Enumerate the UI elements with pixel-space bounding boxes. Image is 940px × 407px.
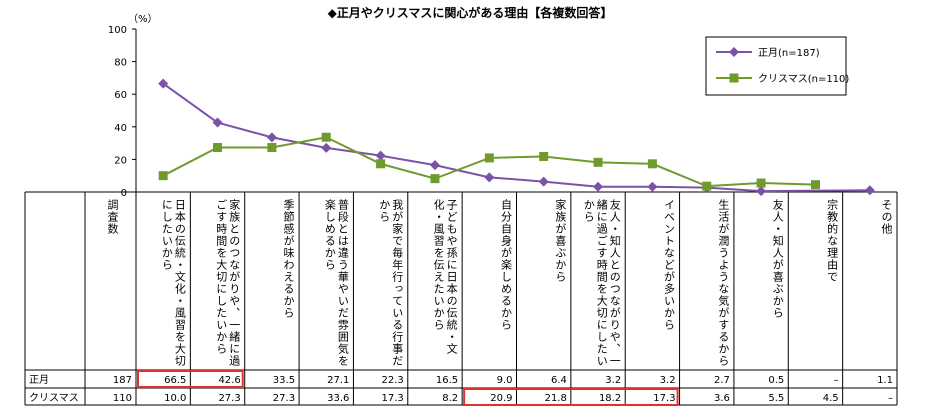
data-point <box>375 150 386 161</box>
data-point <box>702 181 712 191</box>
table-cell-value: 10.0 <box>164 393 186 404</box>
data-point <box>593 181 604 192</box>
data-point <box>267 143 277 153</box>
table-cell-value: 21.8 <box>545 393 567 404</box>
table-cell-value: – <box>834 375 839 386</box>
table-cell-value: 33.5 <box>273 375 295 386</box>
category-label: 子どもや孫に日本の伝統・文化・風習を伝えたいから <box>432 199 459 355</box>
highlight-box <box>137 370 244 388</box>
data-point <box>647 159 657 169</box>
data-point <box>158 78 169 89</box>
chart-title: ◆正月やクリスマスに関心がある理由【各複数回答】 <box>328 5 613 20</box>
data-point <box>429 160 440 171</box>
y-tick-label: 20 <box>114 155 127 166</box>
data-point <box>756 178 766 188</box>
table-cell-value: 17.3 <box>653 393 675 404</box>
table-cell-value: 42.6 <box>218 375 240 386</box>
category-label: 友人・知人とのつながりや、一緒に過ごす時間を大切にしたいから <box>582 199 622 367</box>
data-point <box>756 186 767 197</box>
data-point <box>212 117 223 128</box>
y-tick-label: 0 <box>121 188 127 199</box>
table-cell-value: 3.2 <box>605 375 621 386</box>
table-cell-value: 3.2 <box>660 375 676 386</box>
legend-label: クリスマス(n=110) <box>758 73 849 85</box>
category-label: 生活が潤うような気がするから <box>716 199 730 367</box>
data-point <box>321 132 331 142</box>
table-row-label: 正月 <box>29 374 49 386</box>
table-row-label: クリスマス <box>29 392 79 404</box>
table-cell-value: 27.1 <box>327 375 349 386</box>
data-point <box>593 157 603 167</box>
table-n-value: 110 <box>113 393 132 404</box>
data-point <box>484 153 494 163</box>
data-point <box>484 172 495 183</box>
y-tick-label: 80 <box>114 58 127 69</box>
legend-marker <box>729 73 739 83</box>
category-label: 宗教的な理由で <box>825 199 839 283</box>
y-tick-label: 60 <box>114 90 127 101</box>
category-label: 自分自身が楽しめるから <box>499 199 513 331</box>
data-point <box>810 180 820 190</box>
data-point <box>647 181 658 192</box>
table-cell-value: 18.2 <box>599 393 621 404</box>
table-cell-value: 20.9 <box>490 393 512 404</box>
header-survey-count: 調査数 <box>106 199 119 235</box>
category-label: 日本の伝統・文化・風習を大切にしたいから <box>160 199 187 367</box>
table-cell-value: 6.4 <box>551 375 567 386</box>
category-label: 普段とは違う華やいだ雰囲気を楽しめるから <box>323 199 350 367</box>
table-cell-value: 33.6 <box>327 393 349 404</box>
table-cell-value: 9.0 <box>497 375 513 386</box>
data-point <box>158 171 168 181</box>
table-cell-value: 0.5 <box>768 375 784 386</box>
category-label: 家族が喜ぶから <box>553 199 567 283</box>
data-point <box>266 132 277 143</box>
data-point <box>430 174 440 184</box>
legend-box <box>705 36 847 96</box>
data-point <box>864 185 875 196</box>
category-label: その他 <box>879 199 893 235</box>
data-point <box>538 176 549 187</box>
table-cell-value: 66.5 <box>164 375 186 386</box>
table-cell-value: 5.5 <box>768 393 784 404</box>
data-point <box>539 151 549 161</box>
table-n-value: 187 <box>113 375 132 386</box>
y-tick-label: 100 <box>108 25 127 36</box>
table-cell-value: 8.2 <box>442 393 458 404</box>
table-cell-value: 22.3 <box>382 375 404 386</box>
highlight-box <box>463 388 679 406</box>
legend-label: 正月(n=187) <box>758 47 820 59</box>
table-cell-value: 27.3 <box>218 393 240 404</box>
category-label: イベントなどが多いから <box>662 199 676 331</box>
table-cell-value: 17.3 <box>382 393 404 404</box>
table-cell-value: – <box>888 393 893 404</box>
y-tick-label: 40 <box>114 123 127 134</box>
table-cell-value: 1.1 <box>877 375 893 386</box>
category-label: 友人・知人が喜ぶから <box>771 199 785 319</box>
legend-marker <box>729 47 739 57</box>
data-point <box>321 142 332 153</box>
table-cell-value: 16.5 <box>436 375 458 386</box>
data-point <box>213 143 223 153</box>
category-label: 我が家で毎年行っている行事だから <box>377 199 404 367</box>
data-point <box>376 159 386 169</box>
category-label: 家族とのつながりや、一緒に過ごす時間を大切にしたいから <box>214 199 241 367</box>
table-cell-value: 27.3 <box>273 393 295 404</box>
table-cell-value: 2.7 <box>714 375 730 386</box>
table-cell-value: 3.6 <box>714 393 730 404</box>
table-cell-value: 4.5 <box>823 393 839 404</box>
y-unit-label: （%） <box>128 13 158 25</box>
category-label: 季節感が味わえるから <box>282 199 296 319</box>
